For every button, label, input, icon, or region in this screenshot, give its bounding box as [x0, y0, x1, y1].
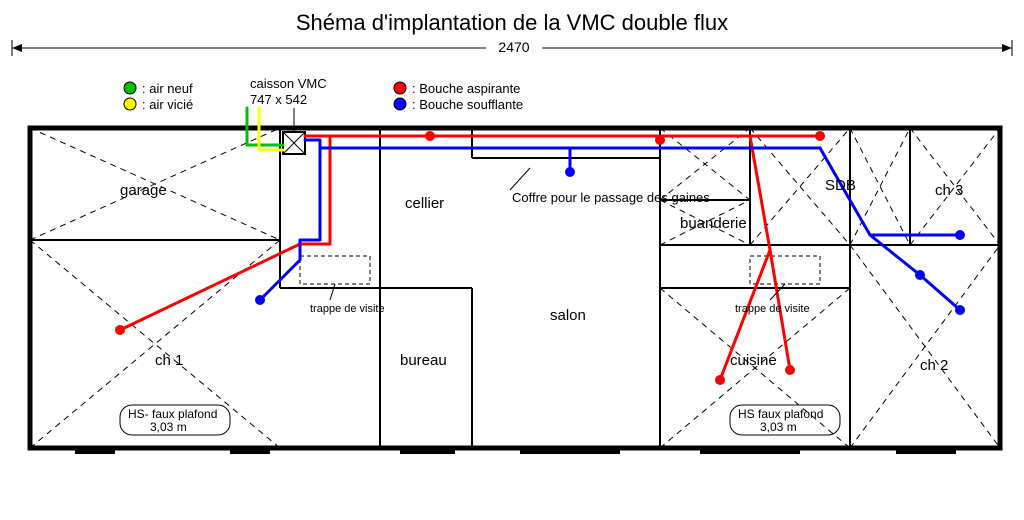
svg-text:caisson VMC: caisson VMC	[250, 76, 327, 91]
room-labels: garage cellier ch 1 bureau salon buander…	[120, 177, 963, 374]
svg-text:3,03 m: 3,03 m	[760, 420, 797, 434]
room-buanderie: buanderie	[680, 215, 747, 232]
svg-text:747 x 542: 747 x 542	[250, 92, 307, 107]
caisson-label: caisson VMC 747 x 542	[250, 76, 327, 132]
legend-label-aspirante: : Bouche aspirante	[412, 81, 520, 96]
room-cellier: cellier	[405, 195, 444, 212]
legend-dot-air-vicie	[124, 98, 136, 110]
svg-text:trappe de visite: trappe de visite	[310, 303, 385, 315]
svg-text:trappe de visite: trappe de visite	[735, 303, 810, 315]
coffre-label: Coffre pour le passage des gaines	[510, 168, 710, 205]
room-bureau: bureau	[400, 352, 447, 369]
svg-text:Coffre pour le passage des gai: Coffre pour le passage des gaines	[512, 190, 710, 205]
floor-plan	[30, 128, 1000, 448]
legend-dot-soufflante	[394, 98, 406, 110]
room-ch3: ch 3	[935, 182, 963, 199]
hs-boxes: HS- faux plafond 3,03 m HS faux plafond …	[120, 405, 840, 435]
svg-text:3,03 m: 3,03 m	[150, 420, 187, 434]
legend-label-air-vicie: : air vicié	[142, 97, 193, 112]
dimension-value: 2470	[498, 39, 529, 55]
svg-text:HS faux plafond: HS faux plafond	[738, 407, 823, 421]
room-ch1: ch 1	[155, 352, 183, 369]
legend-dot-aspirante	[394, 82, 406, 94]
legend-dot-air-neuf	[124, 82, 136, 94]
legend-label-air-neuf: : air neuf	[142, 81, 193, 96]
room-salon: salon	[550, 307, 586, 324]
dimension-line: 2470	[12, 38, 1012, 56]
room-ch2: ch 2	[920, 357, 948, 374]
room-sdb: SDB	[825, 177, 856, 194]
legend-label-soufflante: : Bouche soufflante	[412, 97, 523, 112]
room-garage: garage	[120, 182, 167, 199]
diagram-svg: 2470 : air neuf : air vicié : Bouche asp…	[0, 0, 1024, 520]
duct-network	[115, 108, 965, 385]
svg-text:HS- faux plafond: HS- faux plafond	[128, 407, 217, 421]
room-cuisine: cuisine	[730, 352, 777, 369]
